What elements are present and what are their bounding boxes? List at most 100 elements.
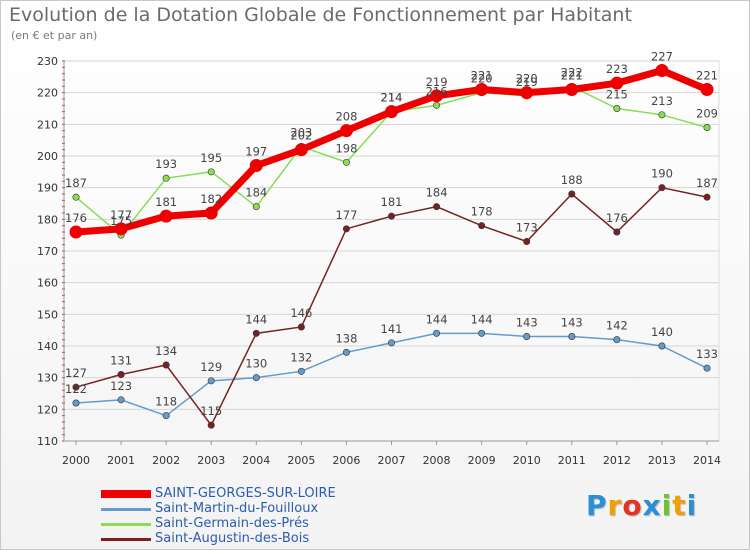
logo-letter: o <box>622 489 643 522</box>
data-label: 176 <box>606 211 628 225</box>
data-point <box>433 329 441 337</box>
y-tick-label: 180 <box>37 213 58 226</box>
data-point <box>162 361 170 369</box>
y-tick-label: 220 <box>37 87 58 100</box>
logo-letter: r <box>607 489 623 522</box>
axes: 110 120 130 140 150 160 170 180 190 200 210 220 230 2… <box>37 55 721 467</box>
y-tick-label: 210 <box>37 118 58 131</box>
data-label: 144 <box>245 312 267 326</box>
data-point <box>520 86 534 100</box>
data-labels: 122 123 118 129 130 132 138 141 144 144 143 143 142 1… <box>65 50 718 419</box>
data-label: 143 <box>516 316 538 330</box>
data-point <box>117 370 125 378</box>
data-point <box>387 339 395 347</box>
data-point <box>568 190 576 198</box>
data-point <box>342 348 350 356</box>
data-label: 118 <box>155 395 177 409</box>
data-point <box>475 83 489 96</box>
data-point <box>207 421 215 429</box>
data-label: 222 <box>561 65 583 79</box>
data-point <box>658 342 666 350</box>
x-tick-label: 2014 <box>693 454 721 467</box>
y-tick-label: 160 <box>37 277 58 290</box>
x-tick-label: 2006 <box>332 454 360 467</box>
data-point <box>613 336 621 344</box>
data-label: 178 <box>471 205 493 219</box>
data-point <box>252 374 260 382</box>
legend-label-0: SAINT-GEORGES-SUR-LOIRE <box>155 486 336 501</box>
data-point <box>610 76 624 90</box>
data-label: 198 <box>335 141 357 155</box>
data-point <box>613 228 621 236</box>
x-tick-label: 2005 <box>287 454 315 467</box>
data-label: 173 <box>516 221 538 235</box>
data-point <box>568 332 576 340</box>
data-label: 216 <box>426 84 448 98</box>
data-point <box>478 329 486 337</box>
data-label: 123 <box>110 379 132 393</box>
legend-swatch-2 <box>101 523 151 526</box>
x-tick-label: 2007 <box>378 454 406 467</box>
data-point <box>72 383 80 391</box>
data-label: 146 <box>290 306 312 320</box>
data-label: 175 <box>110 214 132 228</box>
x-tick-label: 2000 <box>62 454 90 467</box>
data-label: 122 <box>65 382 87 396</box>
logo-letter: P <box>586 489 608 522</box>
data-point <box>114 222 128 236</box>
x-tick-label: 2004 <box>242 454 270 467</box>
logo-letter: x <box>642 489 662 522</box>
data-label: 181 <box>155 195 177 209</box>
data-point <box>658 111 666 119</box>
y-tick-label: 110 <box>37 435 58 448</box>
data-point <box>385 105 398 119</box>
y-tick-label: 140 <box>37 340 58 353</box>
x-tick-label: 2009 <box>468 454 496 467</box>
legend-label-2: Saint-Germain-des-Prés <box>155 516 309 531</box>
y-tick-label: 200 <box>37 150 58 163</box>
data-point <box>613 105 621 113</box>
data-point <box>252 203 260 211</box>
y-tick-label: 190 <box>37 182 58 195</box>
data-label: 193 <box>155 157 177 171</box>
data-label: 195 <box>200 151 222 165</box>
legend-label-3: Saint-Augustin-des-Bois <box>155 531 310 546</box>
x-tick-label: 2008 <box>423 454 451 467</box>
data-point <box>297 367 305 375</box>
data-point <box>117 396 125 404</box>
data-point <box>252 329 260 337</box>
data-point <box>207 377 215 385</box>
data-label: 127 <box>65 366 87 380</box>
data-label: 143 <box>561 316 583 330</box>
data-point <box>69 225 83 239</box>
data-point <box>297 323 305 331</box>
data-point <box>658 184 666 192</box>
data-label: 184 <box>426 186 448 200</box>
data-label: 215 <box>606 88 628 102</box>
y-tick-label: 170 <box>37 245 58 258</box>
chart-subtitle: (en € et par an) <box>11 29 98 42</box>
data-point <box>72 193 80 201</box>
data-label: 141 <box>381 322 403 336</box>
logo-letter: i <box>661 489 673 522</box>
data-point <box>565 83 579 96</box>
data-label: 142 <box>606 319 628 333</box>
chart-title: Evolution de la Dotation Globale de Fonc… <box>9 4 632 26</box>
legend-swatch-3 <box>101 538 151 541</box>
data-label: 214 <box>381 91 403 105</box>
data-point <box>342 158 350 166</box>
y-tick-label: 120 <box>37 403 58 416</box>
series-lines <box>69 64 714 429</box>
data-label: 176 <box>65 211 87 225</box>
data-point <box>430 89 444 103</box>
data-label: 177 <box>335 208 357 222</box>
data-label: 133 <box>696 347 718 361</box>
data-label: 134 <box>155 344 177 358</box>
data-label: 144 <box>471 312 493 326</box>
data-label: 227 <box>651 50 673 64</box>
data-label: 221 <box>471 69 493 83</box>
data-point <box>207 168 215 176</box>
data-label: 181 <box>381 195 403 209</box>
